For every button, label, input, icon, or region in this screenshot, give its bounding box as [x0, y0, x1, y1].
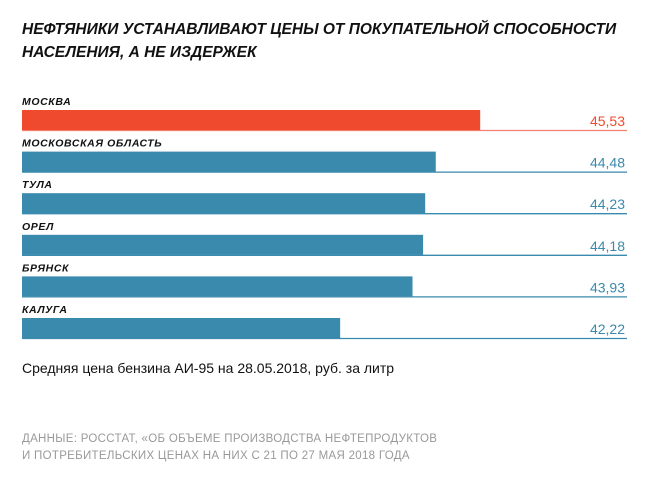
value-label: 44,18: [590, 238, 625, 254]
value-label: 44,48: [590, 155, 625, 171]
source-line-2: И ПОТРЕБИТЕЛЬСКИХ ЦЕНАХ НА НИХ С 21 ПО 2…: [22, 450, 410, 462]
source-line-1: ДАННЫЕ: РОССТАТ, «ОБ ОБЪЕМЕ ПРОИЗВОДСТВА…: [22, 433, 438, 445]
value-label: 42,22: [590, 321, 625, 337]
bar: [22, 151, 436, 172]
bar: [22, 193, 426, 214]
chart-subtitle: Средняя цена бензина АИ-95 на 28.05.2018…: [22, 360, 395, 376]
category-label: ТУЛА: [22, 179, 53, 191]
bar: [22, 234, 424, 255]
category-label: МОСКОВСКАЯ ОБЛАСТЬ: [22, 138, 162, 150]
category-label: ОРЕЛ: [22, 221, 54, 233]
value-label: 44,23: [590, 196, 625, 212]
category-label: БРЯНСК: [22, 262, 70, 274]
category-label: МОСКВА: [22, 96, 71, 108]
value-label: 45,53: [590, 113, 625, 129]
source-note: ДАННЫЕ: РОССТАТ, «ОБ ОБЪЕМЕ ПРОИЗВОДСТВА…: [22, 431, 437, 465]
category-label: КАЛУГА: [22, 304, 68, 316]
chart-title: Нефтяники устанавливают цены от покупате…: [22, 21, 617, 61]
value-label: 43,93: [590, 279, 625, 295]
bar: [22, 276, 413, 297]
bar: [22, 318, 341, 338]
bar: [22, 110, 481, 130]
